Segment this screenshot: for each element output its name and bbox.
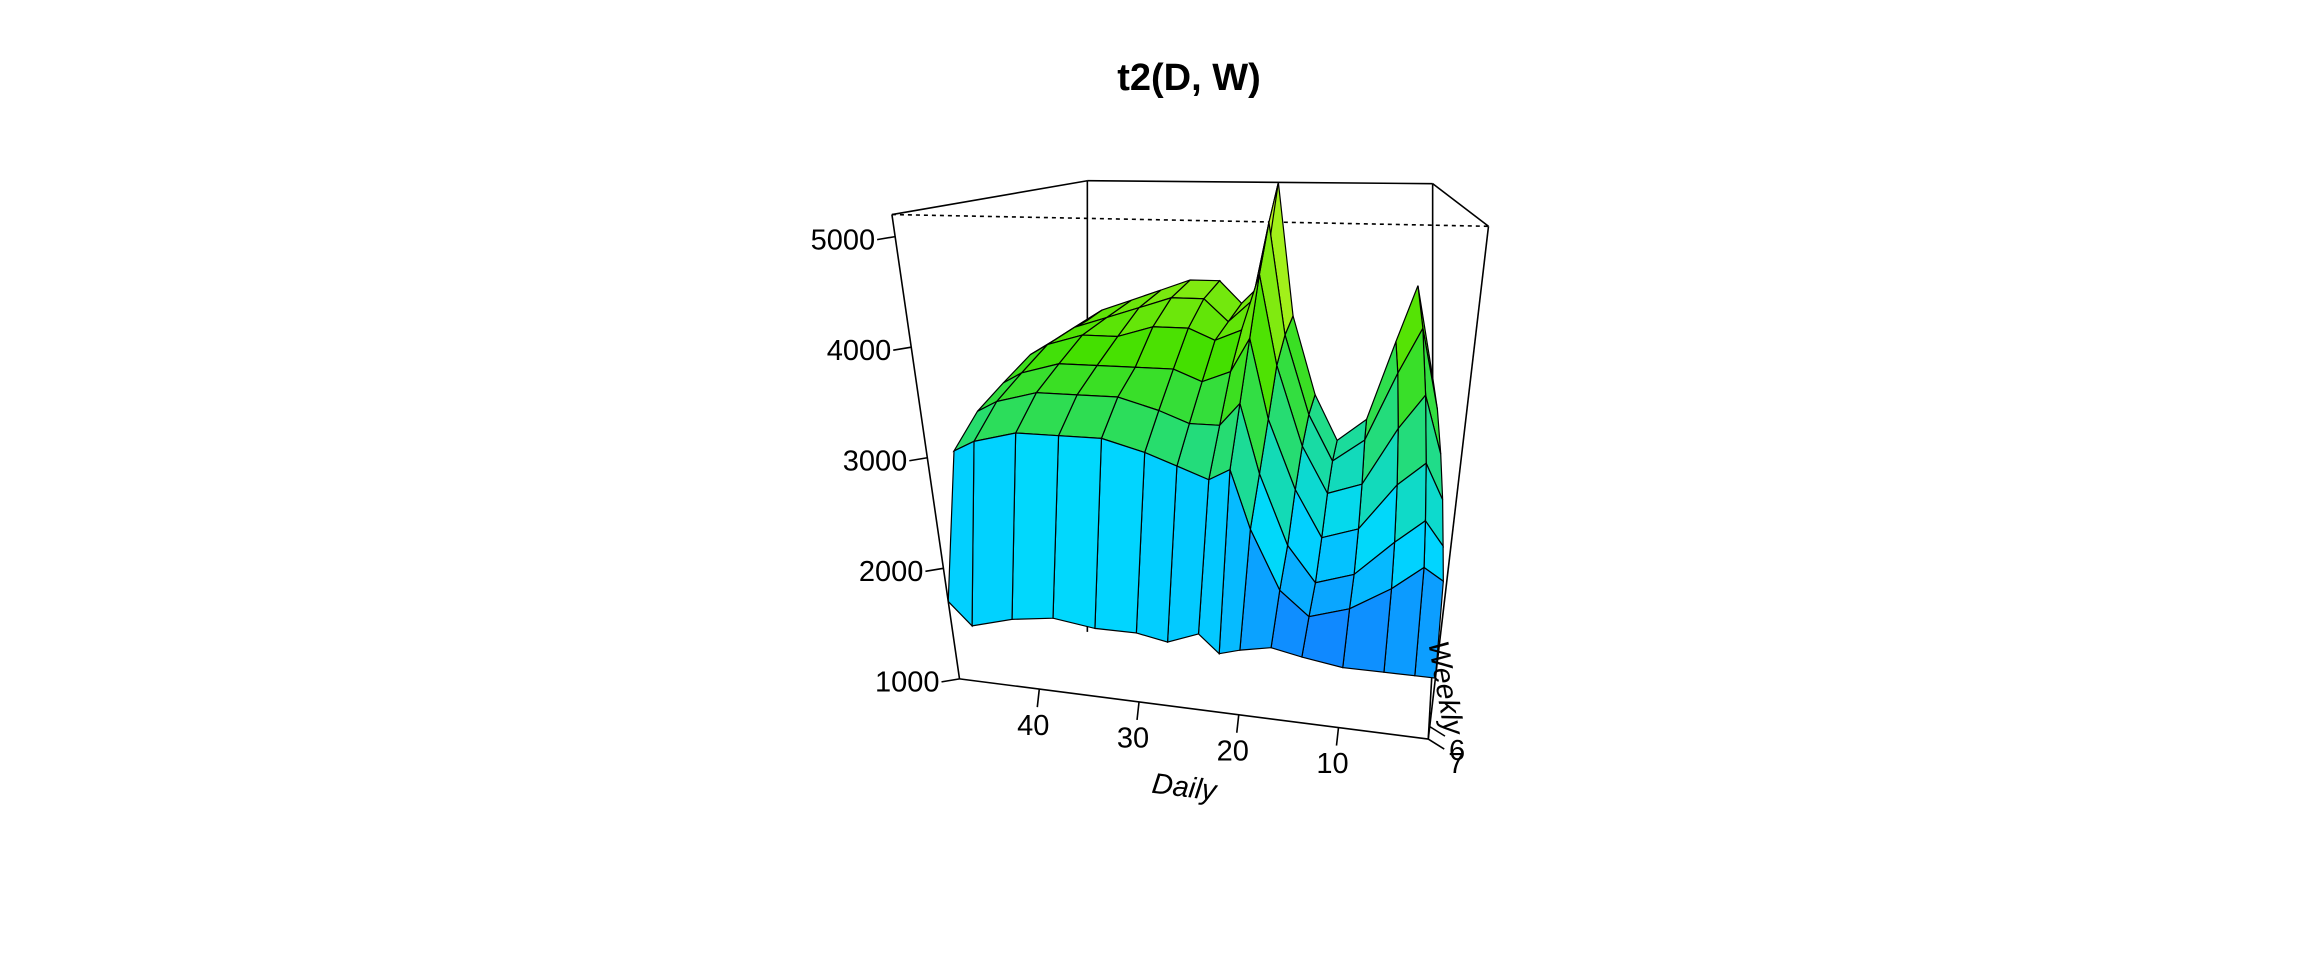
y-tick-label: 7 xyxy=(1448,748,1464,780)
surface-facet xyxy=(971,432,1017,627)
z-tick-label: 4000 xyxy=(827,335,892,367)
y-tick xyxy=(1428,725,1446,737)
z-tick xyxy=(925,567,944,573)
x-tick-label: 10 xyxy=(1316,748,1348,780)
box-edge xyxy=(891,179,1088,216)
box-edge xyxy=(1432,183,1489,227)
box-edge xyxy=(1087,179,1433,185)
x-tick xyxy=(1335,727,1340,746)
x-axis-label: Daily xyxy=(1150,768,1219,808)
surface-facet xyxy=(1011,432,1060,620)
z-tick-label: 1000 xyxy=(875,667,940,699)
z-tick xyxy=(909,456,928,462)
surface-facet xyxy=(1094,437,1146,634)
y-tick-label: 6 xyxy=(1449,735,1465,767)
surface-facet xyxy=(947,440,975,628)
x-tick-label: 20 xyxy=(1217,735,1249,767)
z-tick-label: 5000 xyxy=(811,224,876,256)
chart-title: t2(D, W) xyxy=(1117,57,1261,99)
z-tick xyxy=(941,678,960,683)
x-tick xyxy=(1136,701,1140,721)
x-tick-label: 30 xyxy=(1117,723,1149,755)
z-tick-label: 3000 xyxy=(843,445,908,477)
box-edge xyxy=(891,214,961,679)
x-tick-label: 40 xyxy=(1017,710,1049,742)
z-tick-label: 2000 xyxy=(859,556,924,588)
surface-facet xyxy=(1052,435,1103,630)
x-tick xyxy=(1235,714,1240,733)
z-tick xyxy=(893,346,912,351)
box-edge xyxy=(959,678,1429,740)
z-tick xyxy=(877,235,896,241)
box-edge xyxy=(891,213,1489,228)
y-tick xyxy=(1427,738,1445,750)
x-tick xyxy=(1036,689,1041,708)
box-edge xyxy=(1427,226,1490,740)
